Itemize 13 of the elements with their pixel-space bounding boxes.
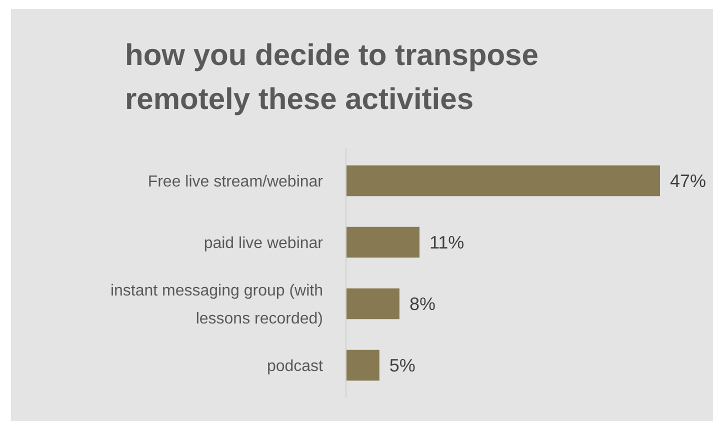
bar (346, 288, 400, 320)
data-label: 8% (409, 294, 436, 314)
bar (346, 350, 380, 381)
bar (346, 165, 660, 196)
y-tick-label: podcast (266, 358, 324, 375)
data-label: 5% (389, 356, 416, 376)
data-label: 47% (670, 171, 706, 192)
y-tick-label: instant messaging group (with lessons recorded) (110, 282, 323, 328)
y-tick-label: Free live stream/webinar (148, 173, 324, 190)
bar (346, 226, 420, 258)
y-tick-label: paid live webinar (204, 234, 324, 252)
data-label: 11% (429, 232, 464, 253)
chart-title: how you decide to transpose remotely these activities (125, 39, 538, 116)
